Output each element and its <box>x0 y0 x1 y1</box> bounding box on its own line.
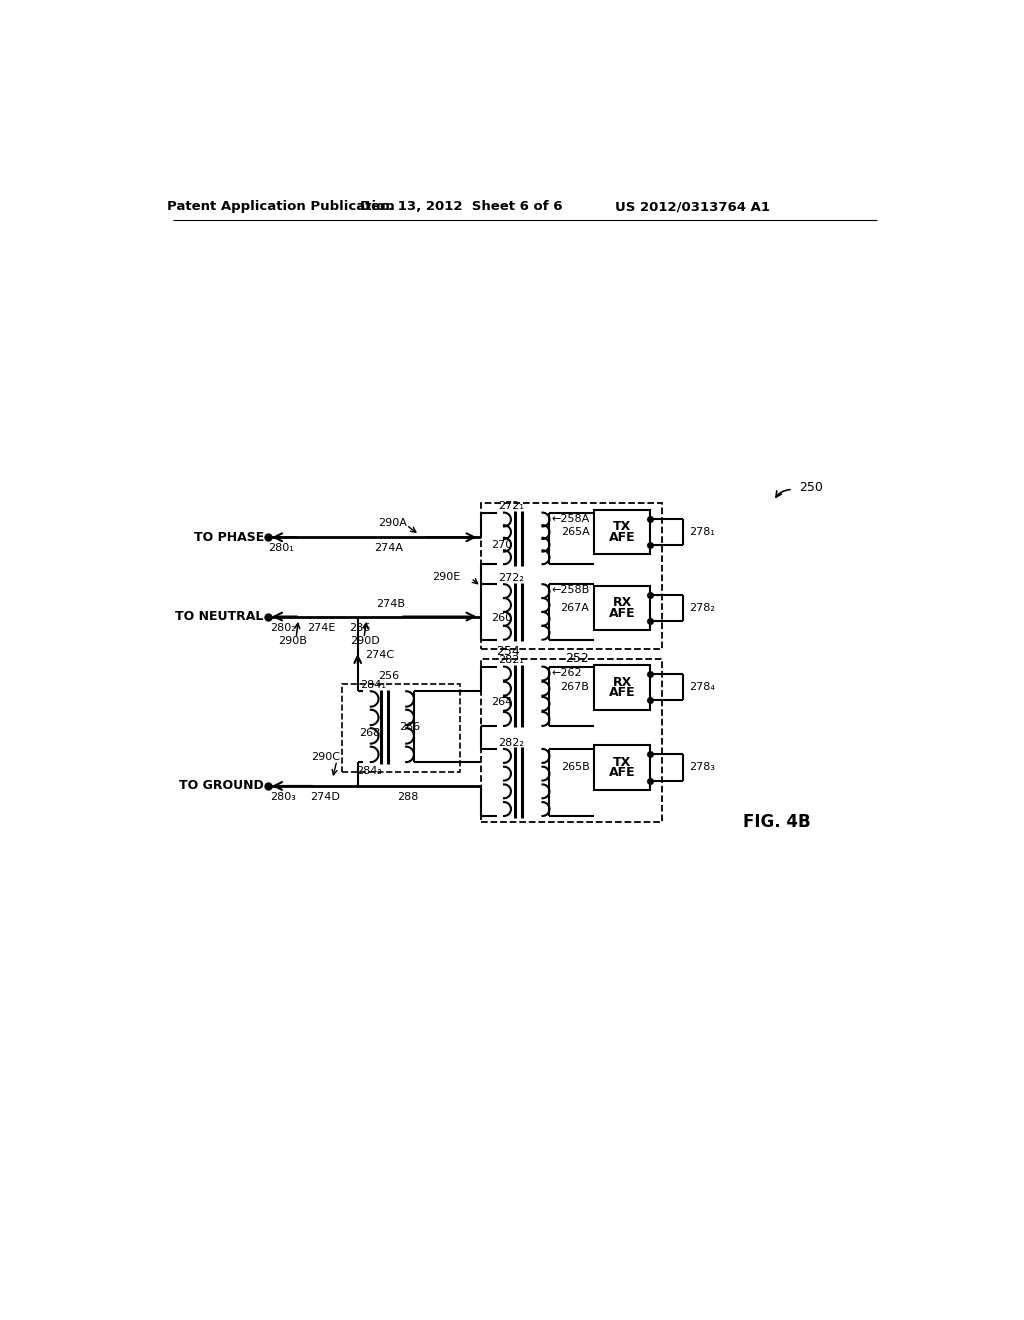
Bar <box>481 659 662 822</box>
Text: 284₁: 284₁ <box>360 680 386 690</box>
Text: 264: 264 <box>492 697 512 708</box>
Bar <box>481 503 662 649</box>
Text: 288: 288 <box>397 792 419 803</box>
Text: 278₄: 278₄ <box>689 682 715 693</box>
Text: 278₂: 278₂ <box>689 603 715 612</box>
Text: 278₁: 278₁ <box>689 527 715 537</box>
Text: RX: RX <box>612 597 632 610</box>
Bar <box>594 744 650 789</box>
Bar <box>594 665 650 710</box>
Text: 268: 268 <box>358 727 380 738</box>
Text: 254: 254 <box>496 644 520 657</box>
Text: 280₁: 280₁ <box>268 543 294 553</box>
Text: AFE: AFE <box>609 767 636 779</box>
Text: 290D: 290D <box>350 636 380 647</box>
Text: 284₂: 284₂ <box>356 767 382 776</box>
Text: FIG. 4B: FIG. 4B <box>742 813 810 832</box>
Text: 280₂: 280₂ <box>270 623 296 634</box>
Text: TX: TX <box>613 520 632 533</box>
Text: 265A: 265A <box>561 527 590 537</box>
Text: 274E: 274E <box>307 623 336 634</box>
Text: 256: 256 <box>378 671 399 681</box>
Text: AFE: AFE <box>609 607 636 620</box>
Text: 290B: 290B <box>278 636 307 647</box>
Text: 274D: 274D <box>309 792 340 803</box>
Text: TO PHASE: TO PHASE <box>194 531 264 544</box>
Text: 280₃: 280₃ <box>270 792 296 803</box>
Bar <box>594 510 650 554</box>
Text: 282₂: 282₂ <box>498 738 523 748</box>
Text: 267B: 267B <box>560 682 590 693</box>
Text: Patent Application Publication: Patent Application Publication <box>167 201 394 214</box>
Text: 274A: 274A <box>374 543 403 553</box>
Text: 265B: 265B <box>561 763 590 772</box>
Text: TX: TX <box>613 755 632 768</box>
Text: 266: 266 <box>399 722 421 731</box>
Text: AFE: AFE <box>609 531 636 544</box>
Bar <box>594 586 650 631</box>
Text: 278₃: 278₃ <box>689 763 715 772</box>
Text: ←258A: ←258A <box>552 513 590 524</box>
Text: 290A: 290A <box>378 519 407 528</box>
Text: 267A: 267A <box>560 603 590 612</box>
Text: 252: 252 <box>565 652 589 665</box>
Text: US 2012/0313764 A1: US 2012/0313764 A1 <box>615 201 770 214</box>
Text: RX: RX <box>612 676 632 689</box>
Text: ←262: ←262 <box>552 668 583 677</box>
Text: 272₂: 272₂ <box>498 573 523 583</box>
Bar <box>342 684 460 772</box>
Text: TO GROUND: TO GROUND <box>179 779 264 792</box>
Text: 274B: 274B <box>377 599 406 610</box>
Text: TO NEUTRAL: TO NEUTRAL <box>175 610 264 623</box>
Text: 260: 260 <box>492 612 512 623</box>
Text: Dec. 13, 2012  Sheet 6 of 6: Dec. 13, 2012 Sheet 6 of 6 <box>360 201 563 214</box>
Text: ←258B: ←258B <box>552 585 590 595</box>
Text: 274C: 274C <box>366 649 394 660</box>
Text: 270: 270 <box>492 540 512 549</box>
Text: 282₁: 282₁ <box>498 656 523 665</box>
Text: 250: 250 <box>799 482 823 495</box>
Text: 272₁: 272₁ <box>498 502 523 511</box>
Text: 290E: 290E <box>432 572 460 582</box>
Text: 290C: 290C <box>311 752 340 763</box>
Text: 286: 286 <box>349 623 371 634</box>
Text: AFE: AFE <box>609 686 636 700</box>
